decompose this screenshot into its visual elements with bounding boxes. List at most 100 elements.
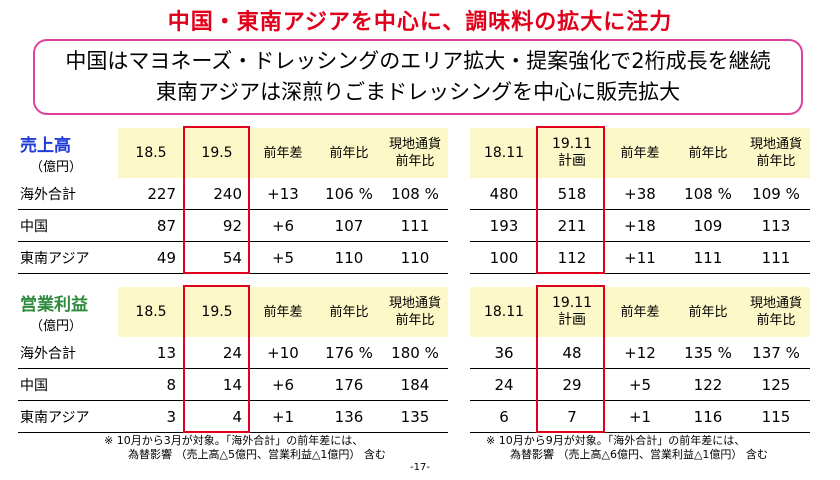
- row-label: 東南アジア: [18, 241, 118, 274]
- header-cell: 現地通貨 前年比: [382, 128, 448, 178]
- cell: 36: [470, 337, 538, 369]
- profit-title: 営業利益: [20, 295, 88, 315]
- cell: +13: [250, 178, 316, 210]
- cell: +1: [250, 400, 316, 433]
- cell: 137 %: [742, 337, 810, 369]
- header-cell: 18.11: [470, 128, 538, 178]
- cell: +6: [250, 209, 316, 242]
- profit-table-half-year: 営業利益 （億円） 18.5 19.5 前年差 前年比 現地通貨 前年比 海外合…: [18, 287, 448, 433]
- cell: 176: [316, 368, 382, 401]
- note-full-year: ※ 10月から9月が対象。「海外合計」の前年差には、 為替影響 （売上高△6億円…: [486, 434, 768, 462]
- cell: 108 %: [382, 178, 448, 210]
- header-cell: 19.5: [184, 128, 250, 178]
- header-cell: 18.11: [470, 287, 538, 337]
- header-cell: 18.5: [118, 287, 184, 337]
- cell: 24: [470, 368, 538, 401]
- table-row: 海外合計 227 240 +13 106 % 108 %: [18, 178, 448, 210]
- profit-section-label: 営業利益 （億円）: [18, 287, 118, 337]
- cell: +1: [606, 400, 674, 433]
- cell: 6: [470, 400, 538, 433]
- cell: 111: [382, 209, 448, 242]
- row-label: 海外合計: [18, 178, 118, 210]
- note-half-year: ※ 10月から3月が対象。「海外合計」の前年差には、 為替影響 （売上高△5億円…: [104, 434, 386, 462]
- header-cell: 前年比: [674, 287, 742, 337]
- header-cell: 18.5: [118, 128, 184, 178]
- cell: 49: [118, 241, 184, 274]
- sales-section-label: 売上高 （億円）: [18, 128, 118, 178]
- cell: 125: [742, 368, 810, 401]
- note-line: 為替影響 （売上高△5億円、営業利益△1億円） 含む: [128, 448, 386, 461]
- cell: 518: [538, 178, 606, 210]
- cell: 176 %: [316, 337, 382, 369]
- table-row: 海外合計 13 24 +10 176 % 180 %: [18, 337, 448, 369]
- header-cell: 前年差: [250, 128, 316, 178]
- header-cell: 19.11 計画: [538, 287, 606, 337]
- cell: 115: [742, 400, 810, 433]
- cell: +6: [250, 368, 316, 401]
- header-cell: 現地通貨 前年比: [742, 287, 810, 337]
- cell: 4: [184, 400, 250, 433]
- cell: +5: [606, 368, 674, 401]
- row-label: 海外合計: [18, 337, 118, 369]
- sales-table-full-year: 18.11 19.11 計画 前年差 前年比 現地通貨 前年比 480 518 …: [470, 128, 810, 274]
- profit-unit: （億円）: [30, 319, 83, 334]
- cell: 48: [538, 337, 606, 369]
- header-cell: 19.11 計画: [538, 128, 606, 178]
- table-row: 480 518 +38 108 % 109 %: [470, 178, 810, 210]
- cell: 116: [674, 400, 742, 433]
- cell: 100: [470, 241, 538, 274]
- cell: 193: [470, 209, 538, 242]
- cell: 106 %: [316, 178, 382, 210]
- profit-table-full-year: 18.11 19.11 計画 前年差 前年比 現地通貨 前年比 36 48 +1…: [470, 287, 810, 433]
- cell: +18: [606, 209, 674, 242]
- cell: 29: [538, 368, 606, 401]
- header-cell: 前年差: [606, 128, 674, 178]
- cell: 136: [316, 400, 382, 433]
- table-row: 36 48 +12 135 % 137 %: [470, 337, 810, 369]
- page-title: 中国・東南アジアを中心に、調味料の拡大に注力: [167, 10, 673, 35]
- cell: 180 %: [382, 337, 448, 369]
- table-row: 193 211 +18 109 113: [470, 209, 810, 242]
- table-row: 中国 87 92 +6 107 111: [18, 209, 448, 242]
- cell: +12: [606, 337, 674, 369]
- cell: 110: [316, 241, 382, 274]
- summary-callout: 中国はマヨネーズ・ドレッシングのエリア拡大・提案強化で2桁成長を継続 東南アジア…: [33, 39, 803, 115]
- table-row: 6 7 +1 116 115: [470, 400, 810, 433]
- row-label: 中国: [18, 368, 118, 401]
- table-row: 中国 8 14 +6 176 184: [18, 368, 448, 401]
- cell: 122: [674, 368, 742, 401]
- table-row: 100 112 +11 111 111: [470, 241, 810, 274]
- cell: 184: [382, 368, 448, 401]
- cell: 92: [184, 209, 250, 242]
- cell: +38: [606, 178, 674, 210]
- page-number: -17-: [410, 462, 430, 473]
- cell: 87: [118, 209, 184, 242]
- header-cell: 前年差: [606, 287, 674, 337]
- cell: 112: [538, 241, 606, 274]
- header-cell: 前年比: [316, 128, 382, 178]
- table-row: 24 29 +5 122 125: [470, 368, 810, 401]
- cell: 7: [538, 400, 606, 433]
- cell: +10: [250, 337, 316, 369]
- cell: 113: [742, 209, 810, 242]
- cell: 24: [184, 337, 250, 369]
- cell: 227: [118, 178, 184, 210]
- cell: 211: [538, 209, 606, 242]
- cell: 135: [382, 400, 448, 433]
- cell: 13: [118, 337, 184, 369]
- callout-line-china: 中国はマヨネーズ・ドレッシングのエリア拡大・提案強化で2桁成長を継続: [65, 49, 771, 73]
- cell: 14: [184, 368, 250, 401]
- row-label: 中国: [18, 209, 118, 242]
- cell: +5: [250, 241, 316, 274]
- header-cell: 現地通貨 前年比: [382, 287, 448, 337]
- header-cell: 現地通貨 前年比: [742, 128, 810, 178]
- header-cell: 前年差: [250, 287, 316, 337]
- header-cell: 19.5: [184, 287, 250, 337]
- cell: 480: [470, 178, 538, 210]
- header-cell: 前年比: [674, 128, 742, 178]
- table-row: 東南アジア 3 4 +1 136 135: [18, 400, 448, 433]
- cell: 111: [742, 241, 810, 274]
- note-line: 為替影響 （売上高△6億円、営業利益△1億円） 含む: [510, 448, 768, 461]
- callout-line-sea: 東南アジアは深煎りごまドレッシングを中心に販売拡大: [155, 80, 681, 104]
- cell: 108 %: [674, 178, 742, 210]
